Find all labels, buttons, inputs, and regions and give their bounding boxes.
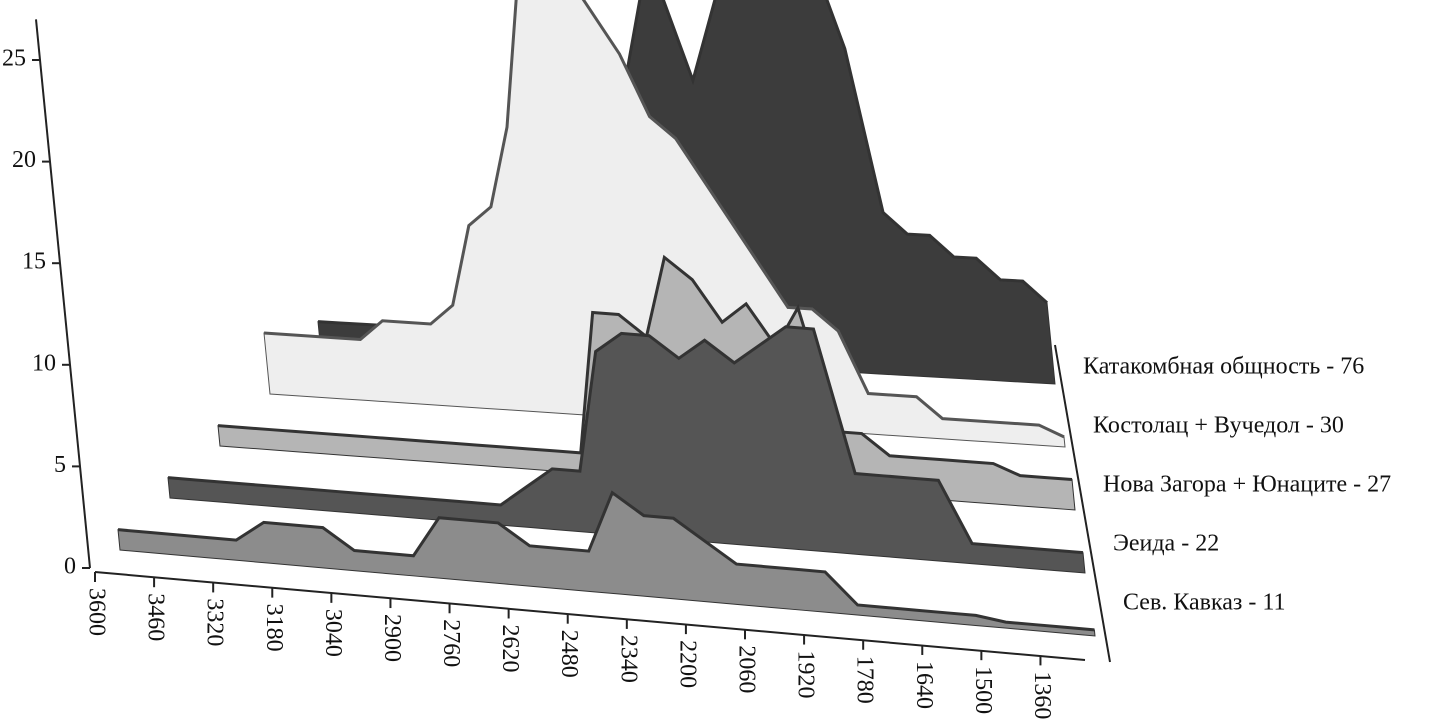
legend-label: Нова Загора + Юнаците - 27 — [1103, 472, 1391, 498]
y-tick-label: 25 — [2, 46, 26, 72]
legend-label: Катакомбная общность - 76 — [1083, 354, 1364, 380]
area-top — [263, 0, 1065, 439]
x-tick-label: 1640 — [911, 661, 937, 709]
y-axis — [35, 19, 91, 569]
y-tick-label: 10 — [32, 350, 56, 376]
y-tick-label: 5 — [54, 452, 66, 478]
x-tick-label: 2340 — [615, 635, 641, 683]
x-tick-label: 3460 — [143, 593, 169, 641]
legend-label: Эеида - 22 — [1113, 531, 1219, 557]
area-top — [167, 325, 1084, 555]
x-tick-label: 2620 — [497, 624, 523, 672]
x-tick-label: 1500 — [970, 666, 996, 714]
x-tick-label: 3040 — [320, 609, 346, 657]
y-tick-label: 15 — [22, 249, 46, 275]
depth-axis — [1054, 344, 1111, 663]
y-tick-label: 0 — [64, 554, 76, 580]
x-tick-label: 1780 — [852, 656, 878, 704]
x-tick-label: 1920 — [793, 651, 819, 699]
x-tick-label: 2760 — [438, 619, 464, 667]
x-tick-label: 2200 — [674, 640, 700, 688]
x-tick-label: 3180 — [261, 604, 287, 652]
y-tick-label: 20 — [12, 147, 36, 173]
x-tick-label: 2900 — [379, 614, 405, 662]
legend-label: Сев. Кавказ - 11 — [1123, 590, 1286, 616]
x-tick-label: 3600 — [83, 588, 109, 636]
legend-label: Костолац + Вучедол - 30 — [1093, 413, 1344, 439]
x-axis — [94, 571, 1086, 661]
area-top — [217, 254, 1073, 482]
area-top — [117, 490, 1095, 632]
x-tick-label: 3320 — [202, 598, 228, 646]
x-tick-label: 1360 — [1029, 671, 1055, 719]
x-tick-label: 2480 — [556, 630, 582, 678]
x-tick-label: 2060 — [733, 645, 759, 693]
